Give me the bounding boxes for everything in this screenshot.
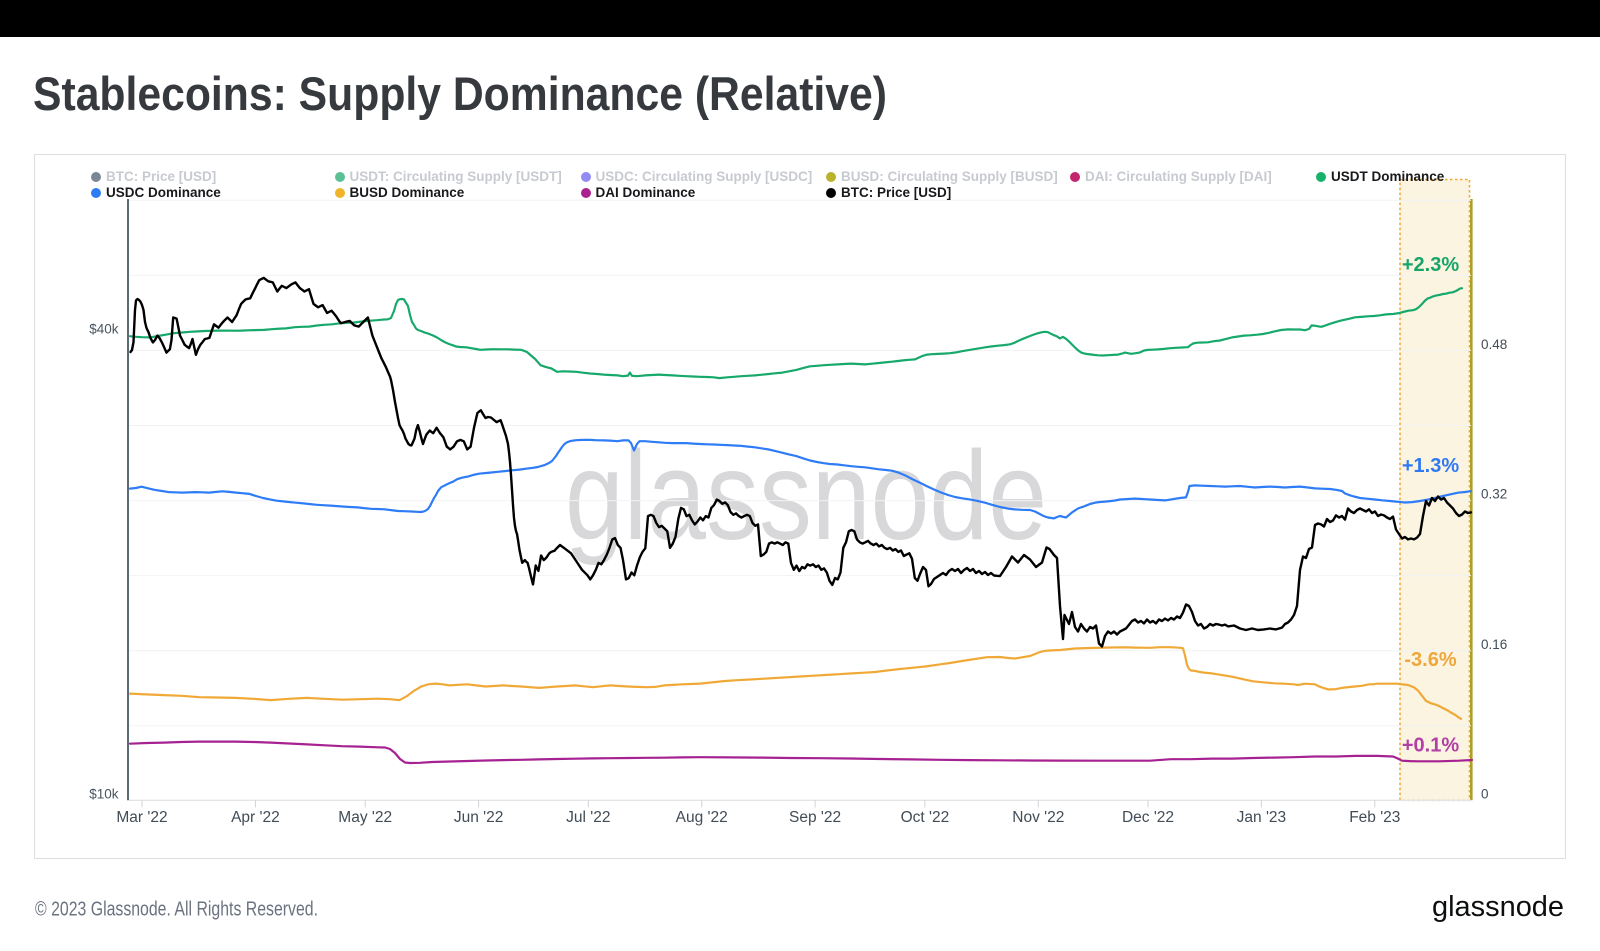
svg-text:$10k: $10k xyxy=(89,786,119,801)
svg-text:Dec '22: Dec '22 xyxy=(1122,809,1174,826)
svg-text:0.16: 0.16 xyxy=(1481,637,1507,652)
svg-text:0.48: 0.48 xyxy=(1481,337,1507,352)
svg-text:Aug '22: Aug '22 xyxy=(676,809,728,826)
svg-text:0.32: 0.32 xyxy=(1481,487,1507,502)
svg-text:+1.3%: +1.3% xyxy=(1402,455,1459,477)
svg-text:$40k: $40k xyxy=(89,321,119,336)
svg-text:glassnode: glassnode xyxy=(1432,891,1564,923)
svg-text:May '22: May '22 xyxy=(338,809,392,826)
svg-text:0: 0 xyxy=(1481,786,1489,801)
svg-text:Stablecoins: Supply Dominance: Stablecoins: Supply Dominance (Relative) xyxy=(33,67,887,120)
svg-text:glassnode: glassnode xyxy=(565,425,1047,566)
svg-text:+0.1%: +0.1% xyxy=(1402,735,1459,757)
svg-text:+2.3%: +2.3% xyxy=(1402,254,1459,276)
svg-text:Feb '23: Feb '23 xyxy=(1349,809,1400,826)
svg-text:Apr '22: Apr '22 xyxy=(231,809,280,826)
svg-text:Jun '22: Jun '22 xyxy=(454,809,504,826)
svg-text:© 2023 Glassnode. All Rights R: © 2023 Glassnode. All Rights Reserved. xyxy=(35,899,318,921)
svg-text:Mar '22: Mar '22 xyxy=(116,809,167,826)
svg-text:Jul '22: Jul '22 xyxy=(566,809,610,826)
svg-text:Nov '22: Nov '22 xyxy=(1012,809,1064,826)
svg-text:Sep '22: Sep '22 xyxy=(789,809,841,826)
svg-text:Jan '23: Jan '23 xyxy=(1237,809,1287,826)
svg-text:Oct '22: Oct '22 xyxy=(901,809,950,826)
svg-text:-3.6%: -3.6% xyxy=(1404,649,1456,671)
